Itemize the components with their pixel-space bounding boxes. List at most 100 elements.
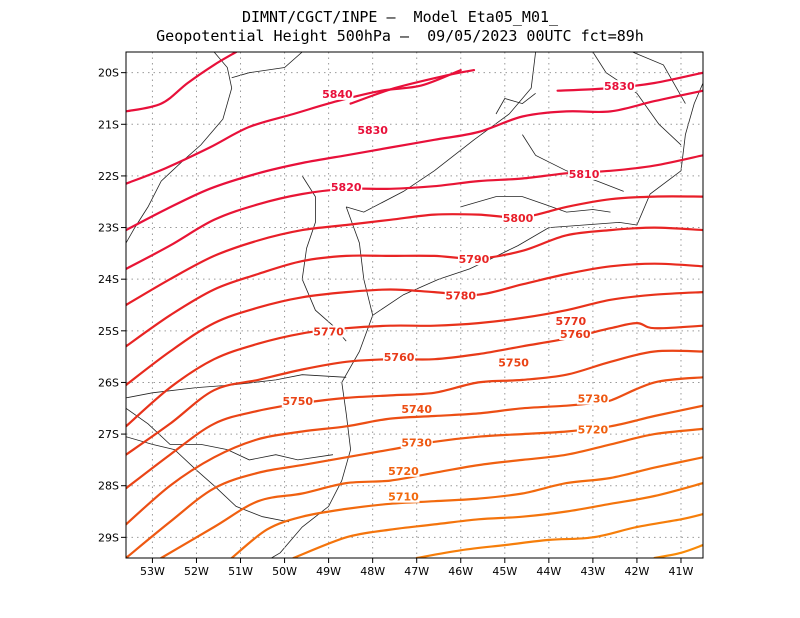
contour-label-bg [576, 392, 609, 405]
contour-label-bg [497, 356, 530, 369]
contour-label-5720: 5720 [388, 465, 419, 478]
coastline-segment [126, 407, 334, 461]
coastline-segment [460, 196, 611, 213]
lon-tick-label: 51W [228, 565, 253, 578]
coastline-segment [632, 52, 686, 104]
lat-tick-label: 23S [98, 222, 119, 235]
lon-tick-label: 45W [492, 565, 517, 578]
contour-label-bg [330, 180, 363, 193]
contour-label-5770: 5770 [556, 315, 587, 328]
lat-tick-label: 20S [98, 67, 119, 80]
lon-tick-label: 49W [316, 565, 341, 578]
lat-tick-label: 22S [98, 170, 119, 183]
lon-tick-label: 41W [669, 565, 694, 578]
contour-label-5720: 5720 [578, 424, 609, 437]
contour-label-5830: 5830 [357, 124, 388, 137]
contour-label-bg [400, 436, 433, 449]
lat-tick-label: 26S [98, 376, 119, 389]
contour-line-5840 [126, 52, 238, 113]
coastline-segment [372, 82, 703, 316]
plot-frame [125, 51, 704, 559]
contour-line-5790 [126, 226, 703, 348]
coastline-segment [126, 436, 290, 523]
contour-line-5770 [126, 291, 703, 428]
contour-line-5700 [292, 482, 703, 558]
coastline-segment [231, 52, 303, 79]
contour-label-bg [400, 402, 433, 415]
contour-label-5730: 5730 [401, 436, 432, 449]
contour-label-bg [321, 87, 354, 100]
contour-label-5770: 5770 [313, 325, 344, 338]
contour-line-5840 [349, 69, 476, 105]
contour-label-bg [502, 211, 535, 224]
contour-line-5730 [126, 404, 703, 558]
lon-tick-label: 47W [404, 565, 429, 578]
contour-label-bg [568, 167, 601, 180]
gridlines [126, 52, 703, 558]
contour-line-5820 [126, 89, 703, 232]
contour-line-5780 [126, 262, 703, 387]
contour-label-bg [603, 80, 636, 93]
contour-label-5760: 5760 [560, 328, 591, 341]
contour-label-5840: 5840 [322, 88, 353, 101]
lon-tick-label: 53W [140, 565, 165, 578]
contour-line-5800 [126, 195, 703, 307]
coastline-segment [301, 175, 347, 342]
contour-label-5750: 5750 [498, 356, 529, 369]
lon-tick-label: 48W [360, 565, 385, 578]
lon-tick-label: 42W [624, 565, 649, 578]
contour-label-5810: 5810 [569, 168, 600, 181]
lat-tick-label: 21S [98, 118, 119, 131]
contour-line-5680 [653, 544, 703, 558]
lon-tick-label: 52W [184, 565, 209, 578]
coastline-segment [522, 134, 624, 192]
contour-label-bg [559, 327, 592, 340]
contour-label-bg [554, 315, 587, 328]
contour-line-5710 [230, 456, 703, 558]
contour-label-bg [312, 325, 345, 338]
lat-tick-label: 28S [98, 480, 119, 493]
lat-tick-label: 25S [98, 325, 119, 338]
coastline-segment [495, 92, 536, 115]
contour-label-bg [383, 351, 416, 364]
contour-label-5780: 5780 [445, 289, 476, 302]
coastline-segment [126, 52, 233, 244]
contour-label-5790: 5790 [459, 253, 490, 266]
contour-label-bg [281, 395, 314, 408]
contour-labels: 5840 5830 5830 5820 5810 5800 5790 5780 5770 5770… [281, 80, 636, 504]
contour-label-bg [387, 464, 420, 477]
map-title-line2: Geopotential Height 500hPa – 09/05/2023 … [156, 27, 644, 45]
contour-line-5690 [415, 513, 703, 558]
contour-line-5760 [126, 321, 703, 456]
contour-label-5800: 5800 [503, 212, 534, 225]
lat-tick-label: 24S [98, 273, 119, 286]
contour-label-5710: 5710 [388, 491, 419, 504]
contour-label-5830: 5830 [604, 80, 635, 93]
contour-label-5730: 5730 [578, 393, 609, 406]
contour-label-bg [387, 490, 420, 503]
axis-ticks: 53W 52W 51W 50W 49W 48W 47W 46W 45W 44W 43W 42W 41W 2… [98, 67, 694, 578]
contour-label-bg [457, 253, 490, 266]
contour-line-5720 [160, 427, 703, 558]
contour-line-5830 [126, 69, 462, 185]
contour-layer [126, 52, 703, 558]
coastline-segment [126, 374, 347, 399]
lat-tick-label: 27S [98, 428, 119, 441]
lat-tick-label: 29S [98, 531, 119, 544]
contour-label-5820: 5820 [331, 181, 362, 194]
lon-tick-label: 44W [536, 565, 561, 578]
lon-tick-label: 50W [272, 565, 297, 578]
contour-label-5760: 5760 [384, 351, 415, 364]
lon-tick-label: 43W [580, 565, 605, 578]
contour-label-bg [576, 423, 609, 436]
contour-line-5750 [126, 349, 703, 490]
contour-line-5810 [126, 154, 703, 270]
contour-label-5750: 5750 [282, 395, 313, 408]
contour-label-bg [356, 124, 389, 137]
contour-label-5740: 5740 [401, 403, 432, 416]
coastline-layer [126, 52, 703, 558]
map-title-line1: DIMNT/CGCT/INPE – Model Eta05_M01_ [241, 8, 559, 26]
coastline-segment [592, 52, 682, 146]
coastline-segment [346, 52, 536, 213]
